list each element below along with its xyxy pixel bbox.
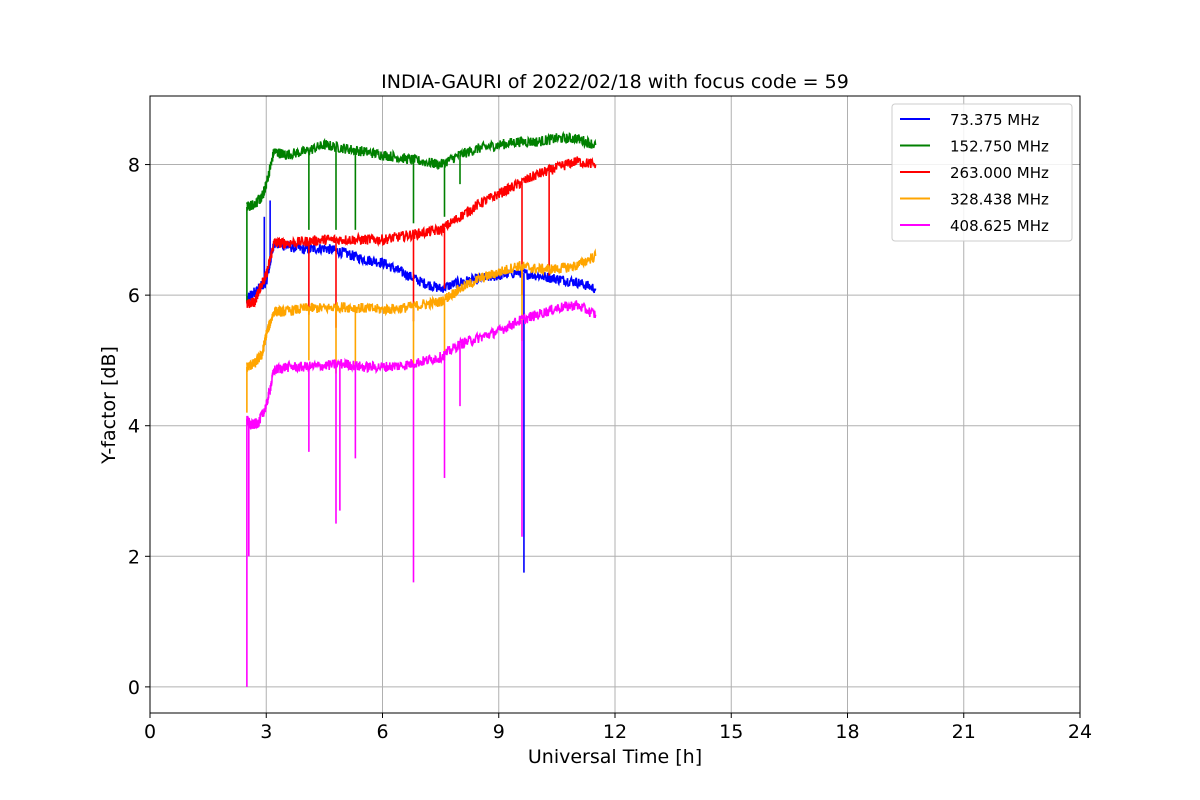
series-line <box>246 156 597 309</box>
x-tick-label: 6 <box>376 721 388 743</box>
legend-box <box>891 103 1073 242</box>
legend-entry: 408.625 MHz <box>950 217 1049 235</box>
y-tick-label: 0 <box>128 677 140 699</box>
legend-entry: 263.000 MHz <box>950 164 1049 182</box>
chart-title: INDIA-GAURI of 2022/02/18 with focus cod… <box>381 71 849 93</box>
legend: 73.375 MHz 152.750 MHz 263.000 MHz 328.438 … <box>891 103 1073 242</box>
series-line <box>246 130 597 211</box>
x-tick-label: 0 <box>144 721 156 743</box>
y-tick-label: 4 <box>128 416 140 438</box>
x-axis-label: Universal Time [h] <box>528 746 702 768</box>
y-tick-label: 2 <box>128 546 140 568</box>
x-tick-label: 24 <box>1068 721 1092 743</box>
x-tick-label: 3 <box>260 721 272 743</box>
y-axis: 0 2 4 6 8 <box>128 155 150 699</box>
series-line <box>246 300 597 430</box>
x-tick-label: 12 <box>603 721 627 743</box>
y-tick-label: 6 <box>128 285 140 307</box>
x-tick-label: 18 <box>835 721 859 743</box>
series-line <box>246 248 597 372</box>
series-layer <box>246 130 597 687</box>
x-tick-label: 15 <box>719 721 743 743</box>
series-1 <box>246 130 597 302</box>
x-tick-label: 9 <box>493 721 505 743</box>
series-3 <box>246 248 597 413</box>
legend-entry: 328.438 MHz <box>950 191 1049 209</box>
legend-entry: 73.375 MHz <box>950 111 1039 129</box>
x-tick-label: 21 <box>952 721 976 743</box>
series-4 <box>246 300 597 687</box>
x-axis: 0 3 6 9 12 15 18 21 24 <box>144 713 1092 743</box>
legend-entry: 152.750 MHz <box>950 138 1049 156</box>
y-axis-label: Y-factor [dB] <box>98 346 120 465</box>
y-tick-label: 8 <box>128 155 140 177</box>
